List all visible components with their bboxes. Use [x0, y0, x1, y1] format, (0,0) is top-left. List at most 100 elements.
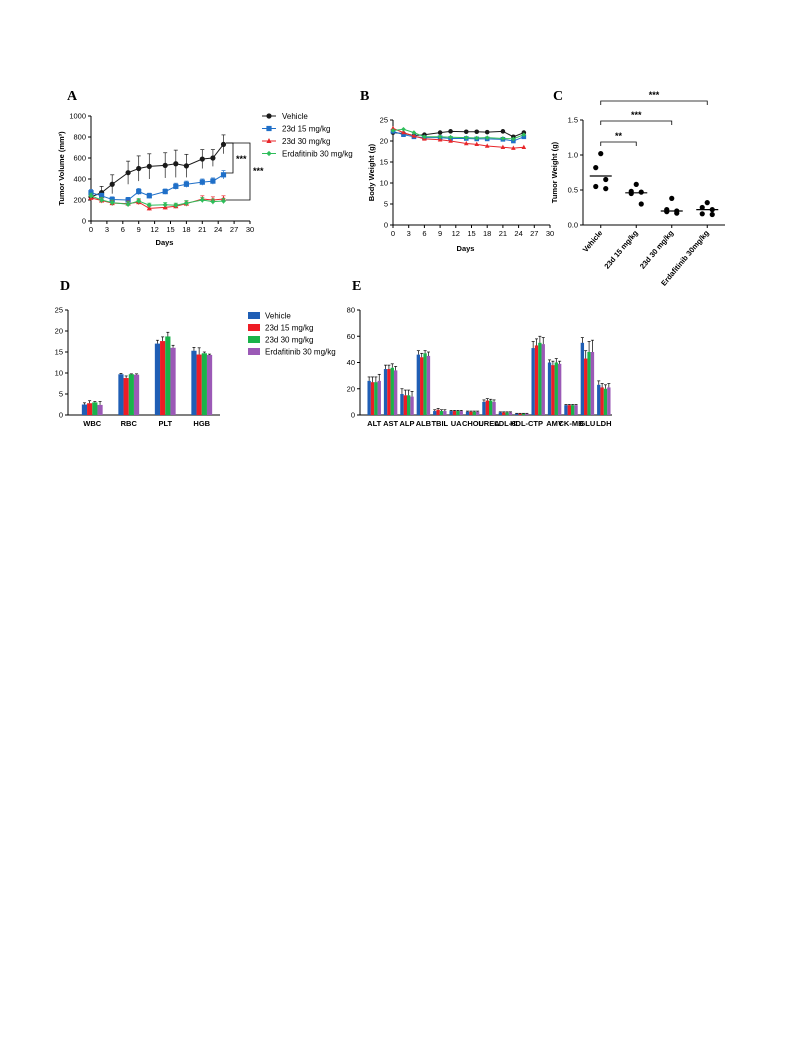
panel-b-ytick-label: 0	[384, 221, 388, 230]
panel-e-bar	[600, 387, 604, 415]
panel-label-b: B	[360, 89, 369, 104]
panel-c-point	[664, 209, 670, 215]
panel-e-bar	[607, 387, 611, 415]
panel-e-bar	[521, 413, 526, 415]
panel-c-sig-bracket	[600, 120, 673, 125]
panel-d-bar	[81, 404, 88, 415]
panel-b-point	[500, 136, 506, 141]
panel-c-sig-label: ***	[649, 90, 660, 100]
panel-c-point	[669, 195, 675, 201]
panel-e-bar	[403, 395, 407, 415]
panel-a-series-line	[90, 174, 224, 201]
panel-e-bar	[400, 394, 404, 415]
panel-e-bar	[449, 411, 453, 415]
panel-b-xtick-label: 12	[452, 229, 460, 238]
panel-d-ytick-label: 25	[55, 306, 63, 315]
panel-b-point	[437, 130, 443, 135]
panel-e-bar	[370, 382, 375, 415]
panel-d-bar	[191, 350, 197, 415]
panel-e-bar	[475, 411, 480, 415]
panel-e-xtick-label: LDL-C	[494, 419, 517, 428]
panel-e-xtick-label: UREA	[478, 419, 500, 428]
panel-e-xtick-label: UA	[451, 419, 462, 428]
panel-e-bar	[410, 396, 414, 415]
panel-e-bar	[508, 412, 513, 415]
panel-a-point	[183, 181, 189, 187]
panel-d-ytick-label: 15	[55, 348, 63, 357]
panel-b-xtick-label: 27	[530, 229, 538, 238]
panel-c-sig-bracket	[600, 100, 708, 105]
panel-label-d: D	[60, 279, 70, 294]
panel-a-xtick-label: 30	[246, 225, 254, 234]
panel-e-bar	[564, 405, 568, 415]
panel-c-xtick-label: Vehicle	[581, 229, 605, 255]
bar-legend-swatch	[248, 336, 260, 343]
panel-e-bar	[416, 354, 421, 415]
panel-a-point	[125, 201, 131, 207]
panel-e-bar	[525, 413, 529, 415]
panel-b-point	[484, 129, 490, 135]
panel-e-ytick-label: 60	[347, 332, 355, 341]
panel-a-point	[88, 190, 94, 196]
panel-c-ytick-label: 1.5	[568, 116, 578, 125]
panel-b-point	[448, 129, 453, 134]
panel-e-bar	[541, 344, 545, 415]
panel-e-bar	[423, 353, 427, 415]
panel-e-bar	[590, 352, 595, 415]
panel-b-point	[521, 132, 527, 137]
panel-a-point	[136, 198, 142, 204]
bar-legend-swatch	[248, 348, 260, 355]
panel-c-point	[699, 204, 705, 211]
panel-b-xtick-label: 24	[514, 229, 522, 238]
panel-e-bar	[367, 380, 371, 415]
panel-b-xtick-label: 6	[422, 229, 426, 238]
panel-a-point	[199, 156, 205, 162]
panel-b-point	[411, 133, 417, 138]
panel-b-point	[401, 132, 406, 137]
panel-d-xtick-label: PLT	[158, 419, 172, 428]
panel-c-ytick-label: 0.5	[568, 186, 578, 195]
panel-a-point	[136, 189, 142, 195]
panel-a-xlabel: Days	[156, 238, 174, 247]
panel-c-point	[704, 200, 710, 206]
panel-a-legend-marker	[266, 125, 272, 132]
panel-a-point	[146, 163, 152, 169]
panel-c-point	[633, 181, 639, 187]
panel-e-bar	[597, 384, 601, 415]
panel-a-point	[173, 202, 179, 208]
panel-a-point	[199, 197, 205, 203]
panel-a-point	[220, 172, 227, 178]
panel-d-bar	[160, 341, 166, 415]
panel-e-bar	[485, 400, 489, 415]
panel-e-bar	[390, 367, 394, 415]
panel-a-point	[99, 197, 105, 203]
panel-b-point	[401, 129, 406, 135]
panel-c-point	[674, 210, 680, 216]
panel-e-xtick-label: GLU	[579, 419, 595, 428]
panel-e-bar	[459, 411, 463, 415]
bar-legend-text: 23d 30 mg/kg	[265, 336, 313, 345]
bar-legend-text: Vehicle	[265, 312, 291, 321]
panel-d-bar	[206, 354, 213, 415]
panel-b-point	[500, 144, 506, 149]
panel-e-bar	[518, 413, 522, 415]
panel-a-xtick-label: 15	[166, 225, 174, 234]
panel-a-point	[183, 200, 189, 206]
panel-b-ytick-label: 10	[380, 179, 388, 188]
panel-d-bar	[154, 343, 161, 415]
panel-a-point	[146, 193, 152, 199]
panel-e-bar	[469, 411, 473, 415]
panel-e-ytick-label: 20	[347, 384, 355, 393]
panel-e-bar	[567, 405, 571, 415]
panel-a-point	[136, 165, 142, 172]
panel-e-xtick-label: HDL-C	[510, 419, 534, 428]
panel-e-bar	[393, 370, 398, 415]
panel-e-bar	[531, 348, 535, 415]
panel-a-legend-text: Vehicle	[282, 112, 308, 121]
panel-e-bar	[407, 395, 411, 415]
panel-d-bar	[92, 402, 98, 415]
panel-a-point	[210, 198, 216, 205]
panel-b-xtick-label: 18	[483, 229, 491, 238]
panel-a-point	[210, 155, 216, 161]
panel-e-bar	[383, 369, 388, 415]
